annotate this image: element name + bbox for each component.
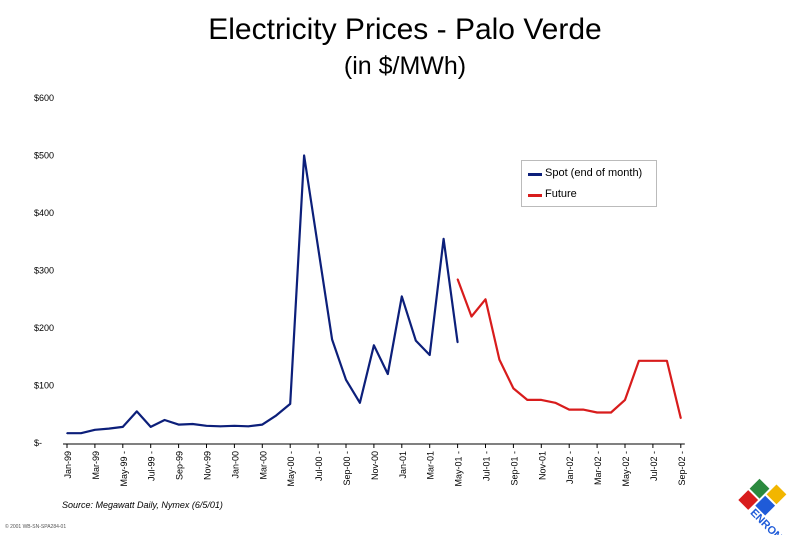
legend-label-future: Future [545, 188, 577, 200]
data-point-spot-6 [149, 426, 152, 428]
data-point-spot-10 [205, 424, 208, 427]
y-tick-label-5: $500 [34, 151, 54, 161]
data-point-spot-19 [331, 338, 333, 341]
x-tick-label-16: Sep-01 - [509, 451, 519, 486]
x-tick-label-6: Jan-00 [230, 451, 240, 479]
x-tick-label-7: Mar-00 [258, 451, 268, 480]
y-tick-label-2: $200 [34, 323, 54, 333]
data-point-spot-17 [303, 154, 305, 157]
x-tick-label-20: May-02 - [621, 451, 631, 487]
data-point-future-6 [540, 399, 543, 401]
x-tick-label-12: Jan-01 [398, 451, 408, 479]
x-tick-label-2: May-99 - [119, 451, 129, 487]
data-point-future-11 [610, 411, 612, 414]
data-point-future-7 [554, 401, 557, 404]
data-point-spot-18 [317, 246, 319, 249]
data-point-spot-24 [401, 295, 403, 298]
data-point-future-14 [652, 359, 654, 362]
data-point-spot-22 [373, 344, 375, 347]
series-line-spot [67, 154, 459, 435]
x-tick-label-21: Jul-02 - [649, 451, 659, 481]
data-point-spot-3 [108, 427, 110, 430]
data-point-spot-27 [442, 238, 445, 240]
x-tick-label-22: Sep-02 - [677, 451, 687, 486]
y-tick-label-0: $- [34, 438, 42, 448]
data-point-future-4 [512, 387, 515, 390]
x-tick-label-19: Mar-02 - [593, 451, 603, 485]
x-tick-label-5: Nov-99 [203, 451, 213, 480]
enron-logo: ENRON [738, 478, 787, 535]
x-tick-label-17: Nov-01 [537, 451, 547, 480]
x-tick-label-0: Jan-99 [63, 451, 73, 479]
legend: Spot (end of month) Future [521, 160, 657, 207]
footer-note: © 2001 WB-SN-SPA284-01 [5, 524, 67, 530]
data-point-spot-7 [163, 419, 166, 421]
data-point-spot-13 [247, 425, 250, 428]
data-point-future-2 [484, 298, 487, 301]
data-point-future-15 [666, 359, 668, 362]
data-point-future-16 [680, 417, 682, 420]
data-point-future-0 [456, 278, 459, 280]
x-tick-label-13: Mar-01 [426, 451, 436, 480]
data-point-spot-12 [233, 424, 236, 427]
x-tick-label-8: May-00 - [286, 451, 296, 487]
data-point-future-13 [638, 359, 640, 362]
series-line-future [456, 278, 682, 419]
x-tick-label-9: Jul-00 - [314, 451, 324, 481]
chart-subtitle: (in $/MWh) [343, 52, 467, 80]
data-point-future-12 [624, 399, 626, 401]
data-point-spot-1 [80, 432, 82, 435]
legend-label-spot: Spot (end of month) [545, 167, 643, 179]
x-tick-label-1: Mar-99 [91, 451, 101, 480]
data-point-future-5 [526, 399, 529, 401]
data-point-spot-16 [289, 403, 292, 405]
data-point-spot-20 [345, 378, 347, 381]
x-tick-label-4: Sep-99 [175, 451, 185, 480]
y-tick-label-6: $600 [34, 93, 54, 103]
x-tick-label-3: Jul-99 - [147, 451, 157, 481]
data-point-spot-15 [275, 414, 278, 417]
source-note: Source: Megawatt Daily, Nymex (6/5/01) [62, 500, 223, 510]
legend-swatch-spot [528, 173, 542, 176]
data-point-future-1 [470, 315, 473, 318]
data-point-spot-23 [387, 373, 389, 375]
x-tick-label-15: Jul-01 - [482, 451, 492, 481]
x-tick-label-10: Sep-00 - [342, 451, 352, 486]
data-point-spot-14 [261, 423, 264, 426]
data-point-spot-0 [66, 432, 68, 435]
logo-square-red [738, 490, 759, 510]
y-tick-label-1: $100 [34, 381, 54, 391]
data-point-spot-25 [414, 339, 417, 342]
chart-title: Electricity Prices - Palo Verde [208, 13, 602, 46]
x-tick-label-18: Jan-02 - [565, 451, 575, 484]
data-point-spot-8 [177, 423, 180, 426]
data-point-future-3 [498, 358, 501, 361]
x-tick-label-11: Nov-00 [370, 451, 380, 480]
legend-swatch-future [528, 194, 542, 197]
data-point-spot-4 [122, 426, 124, 428]
data-point-spot-26 [428, 354, 431, 356]
data-point-future-8 [568, 408, 570, 411]
data-point-spot-2 [94, 428, 96, 431]
data-point-spot-11 [219, 425, 222, 428]
data-point-future-10 [596, 411, 598, 414]
data-point-spot-9 [191, 423, 194, 425]
data-point-spot-29 [456, 341, 459, 344]
data-point-spot-5 [135, 410, 138, 413]
y-tick-label-4: $400 [34, 208, 54, 218]
y-tick-label-3: $300 [34, 266, 54, 276]
data-point-future-9 [582, 408, 584, 411]
x-tick-label-14: May-01 - [454, 451, 464, 487]
data-point-spot-21 [359, 401, 361, 404]
